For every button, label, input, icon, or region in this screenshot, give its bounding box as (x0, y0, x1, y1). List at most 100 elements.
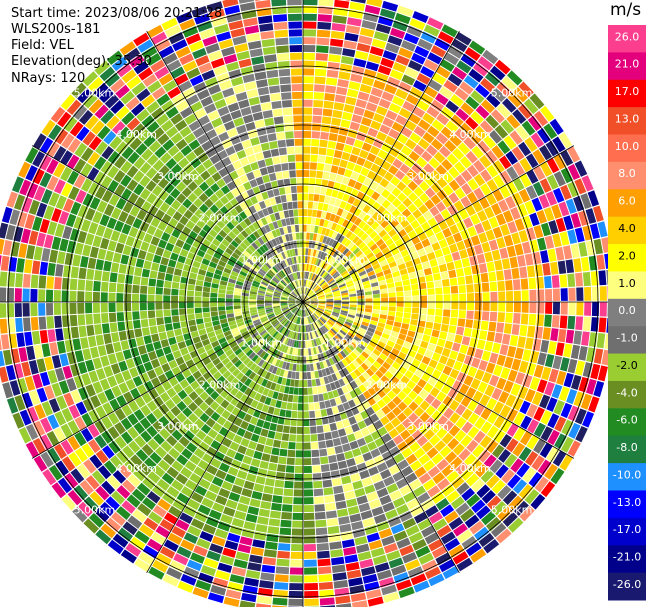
radar-gate (364, 4, 381, 15)
radar-gate (289, 44, 302, 53)
radar-gate (350, 326, 358, 333)
radar-gate (499, 247, 509, 259)
radar-gate (364, 581, 380, 592)
radar-gate (249, 296, 257, 300)
range-ring-label: 5.00km (491, 504, 533, 517)
radar-gate (248, 96, 260, 106)
radar-gate (486, 331, 496, 342)
radar-gate (130, 247, 140, 258)
radar-gate (373, 305, 381, 310)
radar-gate (349, 306, 357, 311)
radar-gate (371, 506, 384, 517)
radar-gate (423, 382, 434, 393)
radar-gate (233, 302, 241, 306)
radar-gate (306, 224, 311, 232)
radar-gate (222, 506, 236, 517)
radar-gate (239, 1, 256, 12)
radar-gate (413, 198, 424, 209)
radar-gate (551, 315, 560, 328)
radar-gate (452, 147, 465, 161)
radar-gate (463, 453, 477, 467)
radar-gate (328, 454, 337, 464)
radar-gate (310, 434, 318, 442)
radar-gate (38, 316, 47, 330)
radar-gate (421, 441, 434, 453)
radar-gate (289, 567, 303, 575)
radar-gate (412, 106, 426, 118)
radar-gate (300, 248, 303, 256)
radar-gate (469, 337, 478, 348)
radar-gate (496, 354, 506, 367)
radar-gate (447, 73, 463, 87)
radar-gate (387, 315, 395, 321)
radar-gate (388, 557, 404, 569)
radar-gate (291, 193, 298, 201)
radar-gate (474, 283, 482, 293)
radar-gate (338, 516, 350, 525)
radar-gate (441, 278, 450, 287)
radar-gate (312, 473, 322, 481)
radar-gate (426, 281, 435, 289)
radar-gate (289, 347, 294, 355)
radar-gate (241, 592, 257, 603)
radar-gate (473, 187, 485, 200)
radar-gate (578, 210, 589, 226)
radar-gate (529, 239, 539, 253)
radar-gate (155, 302, 163, 310)
radar-gate (140, 310, 148, 320)
radar-gate (311, 265, 315, 273)
radar-gate (396, 503, 410, 515)
radar-gate (308, 348, 312, 356)
radar-gate (370, 282, 379, 288)
radar-gate (174, 328, 183, 337)
radar-gate (357, 551, 372, 561)
radar-gate (298, 309, 301, 317)
radar-gate (417, 320, 426, 328)
radar-gate (498, 391, 510, 404)
radar-gate (166, 266, 175, 275)
radar-gate (315, 311, 322, 317)
radar-gate (547, 413, 560, 429)
radar-gate (507, 474, 521, 489)
radar-gate (493, 415, 506, 429)
radar-gate (168, 336, 177, 346)
radar-gate (353, 336, 362, 343)
radar-gate (395, 311, 404, 318)
radar-gate (367, 377, 376, 387)
radar-gate (543, 207, 555, 222)
radar-gate (471, 264, 480, 275)
radar-gate (525, 153, 539, 169)
radar-gate (512, 109, 527, 124)
radar-gate (256, 418, 265, 428)
radar-gate (382, 394, 392, 405)
radar-gate (526, 403, 538, 418)
radar-gate (452, 232, 463, 243)
radar-gate (553, 400, 565, 416)
radar-gate (353, 226, 362, 235)
radar-gate (452, 551, 469, 565)
radar-gate (315, 320, 321, 328)
radar-gate (309, 306, 316, 311)
radar-gate (309, 410, 316, 419)
range-ring-label: 2.00km (199, 378, 241, 391)
radar-gate (331, 117, 342, 126)
radar-gate (419, 308, 427, 315)
radar-gate (324, 333, 331, 341)
radar-gate (491, 342, 501, 354)
radar-gate (405, 524, 420, 537)
radar-gate (538, 194, 550, 209)
radar-gate (51, 236, 62, 250)
radar-gate (463, 217, 474, 229)
radar-gate (332, 346, 340, 354)
radar-gate (256, 603, 272, 607)
radar-gate (287, 394, 294, 403)
radar-gate (420, 295, 428, 302)
radar-gate (464, 47, 481, 61)
radar-gate (375, 409, 386, 419)
radar-gate (307, 307, 313, 314)
radar-gate (539, 394, 551, 409)
radar-gate (376, 520, 390, 532)
radar-gate (281, 512, 292, 520)
radar-gate (328, 366, 335, 374)
radar-gate (344, 554, 359, 564)
